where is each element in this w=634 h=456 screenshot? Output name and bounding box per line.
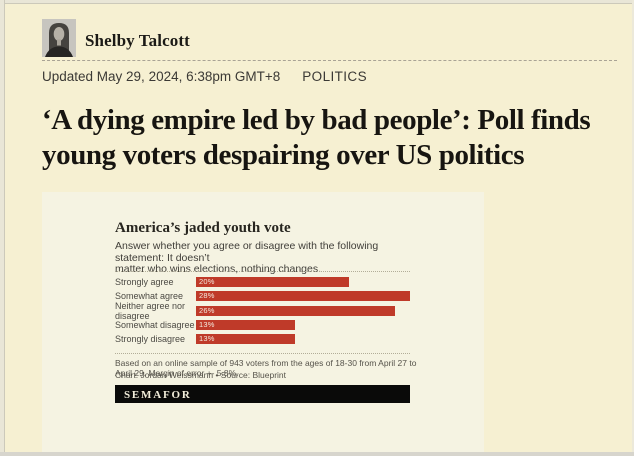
category-link-politics[interactable]: POLITICS <box>302 69 367 84</box>
chart-bar-row: Strongly disagree 13% <box>115 334 410 345</box>
chart-bar-row: Neither agree nor disagree 26% <box>115 301 410 321</box>
bar-value-label: 13% <box>199 319 215 329</box>
bar-value-label: 26% <box>199 305 215 315</box>
chart-bar-row: Strongly agree 20% <box>115 277 410 287</box>
window-edge-left <box>0 0 5 456</box>
meta-row: Updated May 29, 2024, 6:38pm GMT+8 POLIT… <box>42 69 367 84</box>
chart-bars: Strongly agree 20% Somewhat agree 28% Ne… <box>115 277 410 349</box>
updated-timestamp: Updated May 29, 2024, 6:38pm GMT+8 <box>42 69 281 84</box>
headline-line-2: young voters despairing over US politics <box>42 139 525 171</box>
bar-track: 13% <box>196 319 410 330</box>
bar-category-label: Somewhat agree <box>115 291 184 302</box>
window-edge-top <box>0 0 634 4</box>
byline-divider <box>42 60 617 61</box>
bar: 13% <box>196 334 296 345</box>
chart-divider-bottom <box>115 353 410 354</box>
chart-bar-row: Somewhat disagree 13% <box>115 319 410 330</box>
bar-value-label: 13% <box>199 334 215 344</box>
bar-category-label: Somewhat disagree <box>115 319 195 330</box>
bar-value-label: 28% <box>199 291 215 301</box>
bar-category-label: Neither agree nor disagree <box>115 300 186 321</box>
semafor-wordmark: SEMAFOR <box>124 389 192 401</box>
bar-category-label: Strongly agree <box>115 277 174 287</box>
bar: 28% <box>196 291 410 302</box>
chart-divider-top <box>115 271 410 272</box>
chart-title: America’s jaded youth vote <box>115 220 291 236</box>
bar-category-label: Strongly disagree <box>115 334 186 345</box>
headline: ‘A dying empire led by bad people’: Poll… <box>42 103 628 173</box>
chart-card: America’s jaded youth vote Answer whethe… <box>42 192 484 452</box>
semafor-logo-bar: SEMAFOR <box>115 385 410 403</box>
chart-footnote: Based on an online sample of 943 voters … <box>115 358 417 378</box>
chart-subtitle: Answer whether you agree or disagree wit… <box>115 240 379 276</box>
headline-line-1: ‘A dying empire led by bad people’: Poll… <box>42 104 591 136</box>
bar-track: 28% <box>196 291 410 302</box>
bar: 13% <box>196 319 296 330</box>
window-edge-bottom <box>0 452 634 456</box>
bar-track: 20% <box>196 277 410 287</box>
author-avatar[interactable] <box>42 19 76 57</box>
bar-value-label: 20% <box>199 277 215 286</box>
chart-credit: Chart: Jordan Weissmann • Source: Bluepr… <box>115 370 287 380</box>
author-name-link[interactable]: Shelby Talcott <box>85 31 190 50</box>
bar-track: 26% <box>196 305 410 316</box>
chart-bar-row: Somewhat agree 28% <box>115 291 410 302</box>
bar: 20% <box>196 277 349 287</box>
author-portrait-icon <box>42 19 76 57</box>
bar-track: 13% <box>196 334 410 345</box>
bar: 26% <box>196 305 395 316</box>
window-edge-right <box>632 0 634 456</box>
